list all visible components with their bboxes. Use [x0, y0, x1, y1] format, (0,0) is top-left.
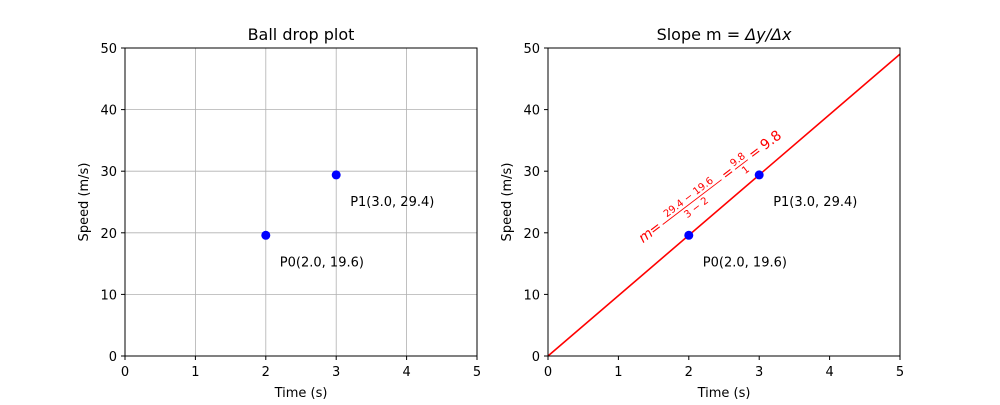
x-tick-label: 0	[121, 365, 129, 380]
y-tick-label: 40	[523, 104, 540, 119]
x-axis-label: Time (s)	[697, 386, 751, 400]
data-point	[684, 230, 694, 240]
chart-title: Slope m = Δy/Δx	[657, 25, 792, 44]
x-tick-label: 0	[544, 365, 552, 380]
y-tick-label: 10	[100, 288, 117, 303]
x-tick-label: 2	[685, 365, 693, 380]
slope-annotation-frac1-bar	[662, 179, 722, 225]
x-tick-label: 5	[473, 365, 481, 380]
slope-annotation-frac2-den: 1	[740, 164, 752, 177]
data-point	[331, 170, 341, 180]
y-tick-label: 50	[100, 42, 117, 57]
y-tick-label: 20	[100, 227, 117, 242]
x-tick-label: 4	[825, 365, 833, 380]
x-axis-label: Time (s)	[274, 386, 328, 400]
y-tick-label: 0	[532, 350, 540, 365]
y-axis-label: Speed (m/s)	[500, 163, 515, 242]
chart-title: Ball drop plot	[248, 25, 355, 44]
slope-annotation-frac2-bar	[734, 159, 749, 170]
point-label: P1(3.0, 29.4)	[773, 195, 857, 210]
x-tick-label: 3	[755, 365, 763, 380]
y-tick-label: 0	[109, 350, 117, 365]
y-tick-label: 30	[100, 165, 117, 180]
y-tick-label: 10	[523, 288, 540, 303]
y-axis-label: Speed (m/s)	[77, 163, 92, 242]
slope-line	[547, 53, 901, 357]
point-label: P0(2.0, 19.6)	[703, 255, 787, 270]
x-tick-label: 2	[262, 365, 270, 380]
axes-frame	[547, 47, 901, 357]
y-tick-label: 50	[523, 42, 540, 57]
slope-annotation-result: 9.8	[757, 128, 784, 154]
x-tick-label: 4	[402, 365, 410, 380]
y-tick-label: 30	[523, 165, 540, 180]
x-tick-label: 1	[191, 365, 199, 380]
y-tick-label: 20	[523, 227, 540, 242]
x-tick-label: 1	[614, 365, 622, 380]
chart-title-text: Slope m =	[657, 25, 746, 44]
data-point	[754, 170, 764, 180]
y-tick-label: 40	[100, 104, 117, 119]
slope-annotation: m=29.4 − 19.63 − 2=9.81=9.8	[636, 128, 785, 247]
point-label: P0(2.0, 19.6)	[280, 255, 364, 270]
x-tick-label: 3	[332, 365, 340, 380]
axes-frame	[124, 47, 478, 357]
chart-title-math: Δy/Δx	[743, 25, 792, 44]
x-tick-label: 5	[896, 365, 904, 380]
point-label: P1(3.0, 29.4)	[350, 195, 434, 210]
data-point	[261, 230, 271, 240]
